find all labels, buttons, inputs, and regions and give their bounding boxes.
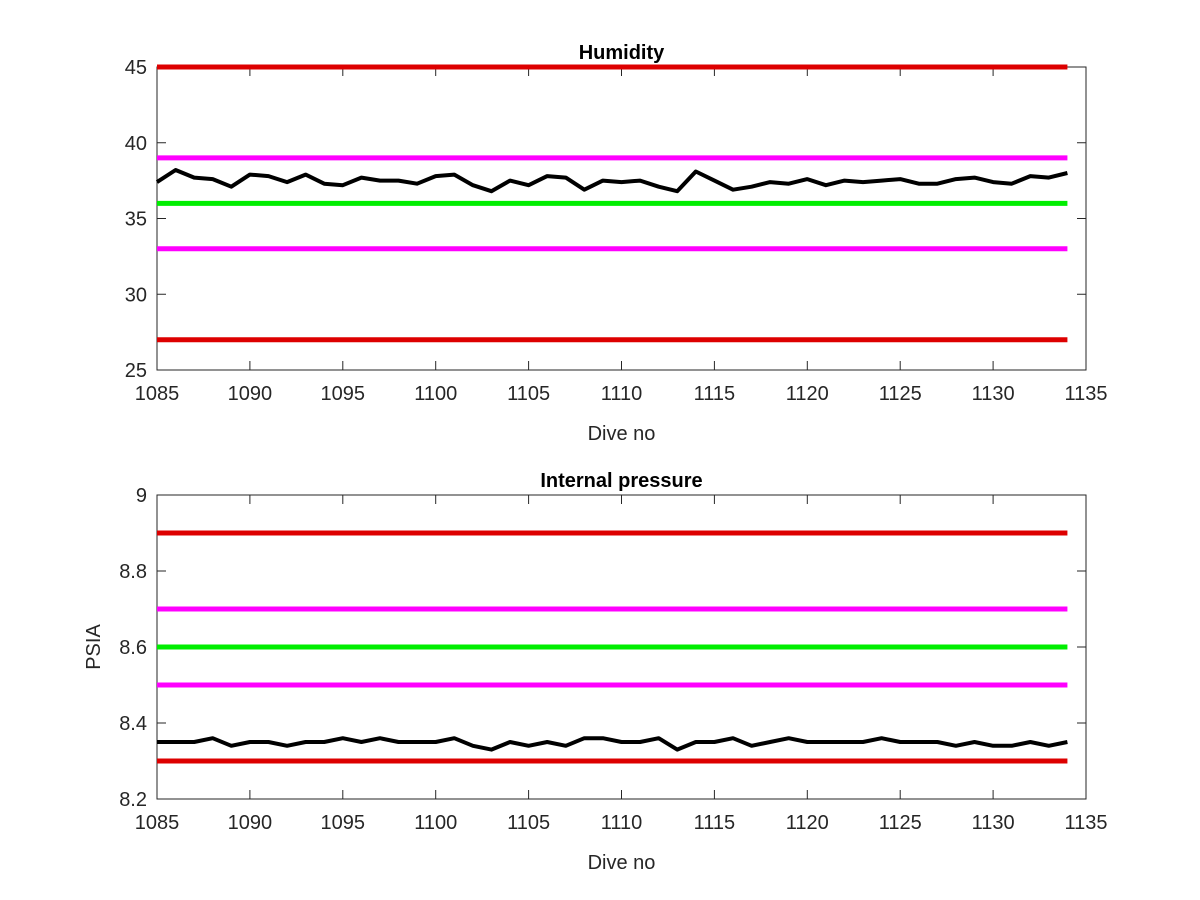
x-tick-label: 1085 xyxy=(135,383,180,405)
x-tick-label: 1110 xyxy=(601,812,643,834)
x-tick-label: 1130 xyxy=(972,812,1015,834)
series-line xyxy=(157,736,1068,752)
x-tick-label: 1120 xyxy=(786,812,829,834)
chart-panels: 1085 1090 1095 1100 1105 1110 1115 1120 1125 1130… xyxy=(83,42,1108,874)
x-tick-label: 1100 xyxy=(414,812,457,834)
series-line xyxy=(155,168,1068,194)
x-tick-label: 1135 xyxy=(1064,383,1107,405)
y-tick-label: 8.2 xyxy=(119,789,147,811)
y-tick-label: 35 xyxy=(125,209,147,231)
x-axis-label: Dive no xyxy=(588,852,656,874)
y-tick-label: 8.4 xyxy=(119,713,147,735)
x-tick-label: 1105 xyxy=(507,383,550,405)
x-tick-label: 1090 xyxy=(228,383,273,405)
x-tick-label: 1115 xyxy=(694,383,736,405)
x-tick-label: 1135 xyxy=(1064,812,1107,834)
x-tick-label: 1125 xyxy=(879,383,922,405)
y-tick-label: 40 xyxy=(125,133,147,155)
x-tick-label: 1125 xyxy=(879,812,922,834)
x-tick-label: 1100 xyxy=(414,383,457,405)
y-tick-label: 45 xyxy=(125,57,147,79)
y-axis-label: PSIA xyxy=(83,624,105,670)
x-tick-label: 1130 xyxy=(972,383,1015,405)
y-tick-label: 8.6 xyxy=(119,637,147,659)
x-tick-label: 1085 xyxy=(135,812,180,834)
x-tick-label: 1090 xyxy=(228,812,273,834)
x-tick-label: 1115 xyxy=(694,812,736,834)
chart-title: Humidity xyxy=(579,42,665,64)
x-tick-label: 1110 xyxy=(601,383,643,405)
y-tick-label: 30 xyxy=(125,284,147,306)
x-tick-label: 1095 xyxy=(321,383,366,405)
x-tick-label: 1095 xyxy=(321,812,366,834)
chart-panel-2: 1085 1090 1095 1100 1105 1110 1115 1120 1125 1130… xyxy=(83,470,1108,874)
y-tick-label: 8.8 xyxy=(119,561,147,583)
x-tick-label: 1105 xyxy=(507,812,550,834)
chart-panel-1: 1085 1090 1095 1100 1105 1110 1115 1120 1125 1130… xyxy=(125,42,1108,445)
y-tick-label: 9 xyxy=(136,485,147,507)
y-tick-label: 25 xyxy=(125,360,147,382)
x-tick-label: 1120 xyxy=(786,383,829,405)
chart-title: Internal pressure xyxy=(540,470,702,492)
plot-area xyxy=(156,66,1087,371)
x-axis-label: Dive no xyxy=(588,423,656,445)
